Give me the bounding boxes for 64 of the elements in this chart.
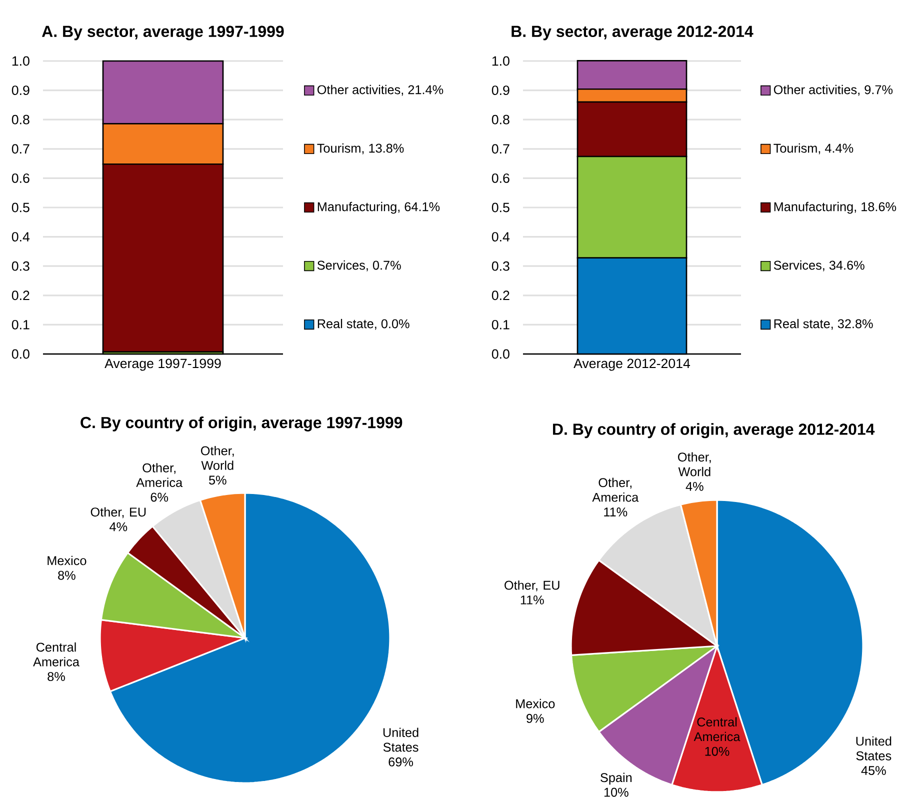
data-label: 9%	[526, 714, 544, 723]
slice-label: Other, EU	[90, 507, 146, 518]
legend-label: Real state, 32.8%	[774, 318, 873, 330]
slice-label: Spain	[600, 772, 632, 785]
y-tick-label: 0.9	[492, 86, 510, 96]
y-tick-label: 1.0	[12, 56, 30, 66]
y-tick-label: 0.3	[492, 261, 510, 271]
y-tick-label: 0.0	[12, 349, 30, 359]
y-tick-label: 0.8	[12, 114, 30, 124]
slice-label: Central America	[33, 642, 80, 666]
legend-label: Tourism, 13.8%	[317, 143, 404, 154]
y-tick-label: 0.1	[492, 320, 510, 330]
legend-label: Other activities, 21.4%	[317, 84, 444, 96]
data-label: 5%	[208, 476, 226, 485]
y-tick-label: 0.8	[492, 114, 510, 124]
data-label: 4%	[110, 522, 128, 532]
legend-label: Tourism, 4.4%	[774, 143, 854, 154]
slice-label: Other, World	[201, 446, 234, 470]
chart-title: A. By sector, average 1997-1999	[42, 26, 284, 40]
slice-label: Other, EU	[504, 580, 560, 592]
x-tick-label: Average 1997-1999	[104, 358, 221, 371]
data-label: 10%	[604, 788, 628, 797]
x-tick-label: Average 2012-2014	[574, 358, 690, 371]
slice-label: Other, World	[678, 452, 711, 476]
slice-label: Other, America	[136, 463, 183, 488]
y-tick-label: 0.4	[12, 232, 30, 242]
y-tick-label: 0.2	[12, 290, 30, 300]
data-label: 8%	[58, 570, 76, 580]
y-tick-label: 0.0	[492, 349, 510, 359]
slice-label: Central America	[694, 717, 740, 742]
legend-label: Services, 34.6%	[774, 260, 864, 272]
data-label: 11%	[520, 596, 544, 604]
chart-title: D. By country of origin, average 2012-2014	[553, 423, 875, 438]
legend-label: Other activities, 9.7%	[774, 84, 893, 96]
slice-label: Mexico	[48, 556, 86, 566]
data-label: 69%	[388, 757, 413, 766]
y-tick-label: 0.5	[12, 202, 30, 212]
data-label: 6%	[150, 492, 168, 502]
y-tick-label: 0.6	[492, 173, 510, 183]
y-tick-label: 0.2	[492, 290, 510, 300]
y-tick-label: 0.4	[492, 232, 510, 242]
legend-label: Manufacturing, 64.1%	[318, 202, 440, 214]
y-tick-label: 0.7	[12, 144, 30, 154]
slice-label: Mexico	[516, 698, 555, 708]
y-tick-label: 0.7	[492, 144, 510, 154]
chart-title: C. By country of origin, average 1997-1999	[80, 416, 402, 432]
y-tick-label: 0.1	[12, 320, 30, 330]
data-label: 4%	[686, 482, 704, 491]
y-tick-label: 0.3	[12, 261, 30, 271]
chart-title: B. By sector, average 2012-2014	[512, 26, 754, 40]
y-tick-label: 0.9	[12, 86, 30, 96]
legend-label: Manufacturing, 18.6%	[774, 202, 896, 214]
data-label: 10%	[705, 746, 730, 756]
y-tick-label: 0.6	[12, 173, 30, 183]
y-tick-label: 1.0	[492, 56, 510, 66]
slice-label: United States	[856, 736, 892, 760]
data-label: 45%	[861, 766, 886, 776]
data-label: 8%	[48, 672, 65, 682]
data-label: 11%	[604, 508, 628, 516]
y-tick-label: 0.5	[492, 202, 510, 212]
slice-label: United States	[383, 728, 418, 752]
legend-label: Real state, 0.0%	[318, 318, 410, 330]
slice-label: Other, America	[592, 478, 639, 502]
legend-label: Services, 0.7%	[317, 260, 401, 272]
